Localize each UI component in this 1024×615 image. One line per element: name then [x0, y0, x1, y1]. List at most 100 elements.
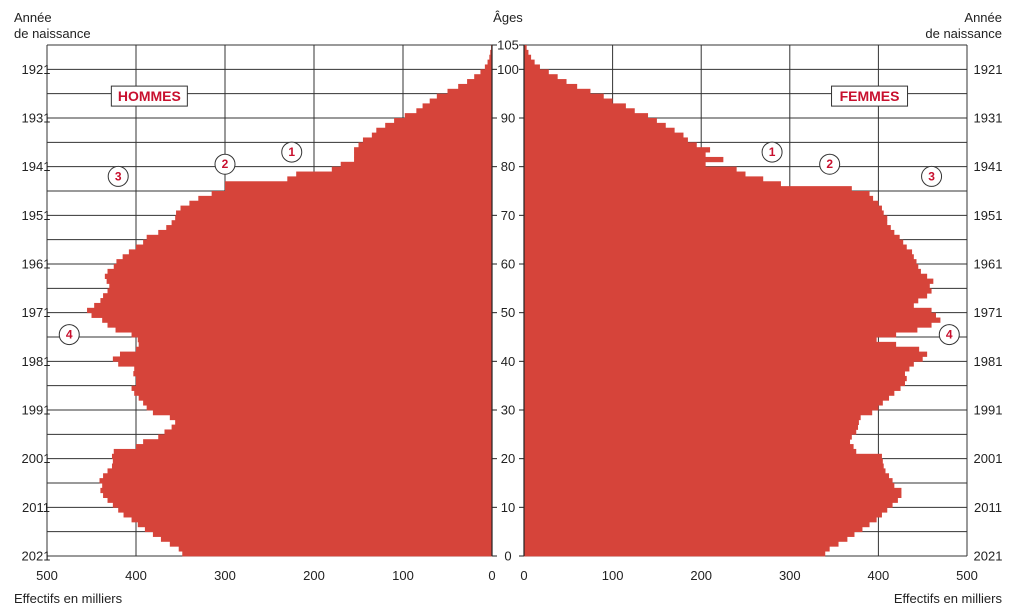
- bar-men-age-79: [331, 166, 492, 172]
- bar-men-age-34: [131, 385, 493, 391]
- bar-women-age-72: [524, 200, 879, 206]
- bar-men-age-70: [176, 210, 493, 216]
- annotation-label: 4: [66, 328, 73, 342]
- bar-women-age-41: [524, 351, 928, 357]
- bar-women-age-15: [524, 478, 893, 484]
- bar-men-age-80: [340, 161, 492, 168]
- annotation-label: 1: [769, 145, 776, 159]
- bar-men-age-37: [133, 371, 492, 377]
- bar-women-age-35: [524, 380, 905, 387]
- header-left-line1: Année: [14, 10, 52, 25]
- bar-men-age-71: [180, 205, 492, 211]
- bar-women-age-22: [524, 444, 854, 450]
- bar-women-age-34: [524, 385, 901, 391]
- bar-men-age-66: [158, 229, 492, 236]
- bar-women-age-42: [524, 346, 920, 352]
- bar-men-age-59: [113, 264, 492, 270]
- bar-men-age-86: [371, 132, 492, 138]
- age-tick-label: 105: [497, 38, 519, 53]
- bar-women-age-38: [524, 366, 910, 372]
- birth-year-label-left: 1981: [22, 354, 51, 369]
- bar-women-age-92: [524, 103, 626, 109]
- birth-year-label-right: 1981: [974, 354, 1003, 369]
- bar-men-age-103: [490, 49, 492, 56]
- x-tick-label-left: 400: [125, 568, 147, 583]
- bar-men-age-8: [123, 512, 492, 518]
- men-label-box: [110, 85, 188, 107]
- bar-men-age-1: [178, 546, 492, 552]
- bar-women-age-83: [524, 147, 711, 153]
- age-tick-label: 10: [501, 500, 515, 515]
- annotation-circle: [761, 141, 783, 163]
- header-right-line1: Année: [964, 10, 1002, 25]
- bar-women-age-1: [524, 546, 830, 552]
- bar-men-age-39: [118, 361, 492, 367]
- bar-women-age-101: [524, 59, 535, 65]
- bar-men-age-27: [175, 419, 492, 425]
- bar-women-age-57: [524, 273, 928, 279]
- bar-women-age-79: [524, 166, 737, 172]
- x-tick-label-right: 300: [779, 568, 801, 583]
- bar-men-age-67: [166, 225, 492, 231]
- birth-year-label-right: 1951: [974, 208, 1003, 223]
- bar-men-age-2: [169, 541, 492, 547]
- bar-women-age-30: [524, 405, 879, 411]
- bar-women-age-64: [524, 239, 904, 245]
- bar-women-age-25: [524, 429, 857, 435]
- bar-men-age-23: [143, 439, 492, 445]
- bar-men-age-15: [99, 478, 492, 484]
- bar-women-age-5: [524, 526, 863, 533]
- birth-year-label-left: 1931: [22, 111, 51, 126]
- bar-women-age-13: [524, 487, 902, 494]
- age-tick-label: 50: [501, 305, 515, 320]
- bar-women-age-66: [524, 229, 895, 236]
- bar-women-age-50: [524, 307, 932, 314]
- bar-men-age-98: [474, 74, 492, 80]
- bar-men-age-92: [422, 103, 492, 109]
- bar-men-age-72: [189, 200, 492, 206]
- bar-men-age-52: [100, 298, 493, 304]
- annotation-label: 4: [946, 328, 953, 342]
- bar-men-age-64: [143, 239, 492, 245]
- annotation-circle: [214, 153, 236, 175]
- footer-left-label: Effectifs en milliers: [14, 591, 123, 606]
- birth-year-label-right: 1991: [974, 403, 1003, 418]
- annotation-circle: [938, 324, 960, 346]
- annotation-circle: [107, 165, 129, 187]
- bar-men-age-43: [138, 341, 493, 348]
- bar-women-age-18: [524, 463, 884, 469]
- birth-year-label-left: 2001: [22, 451, 51, 466]
- x-tick-label-left: 200: [303, 568, 325, 583]
- bar-women-age-75: [524, 186, 852, 192]
- bar-men-age-21: [113, 448, 492, 455]
- bar-men-age-76: [225, 181, 492, 187]
- bar-women-age-51: [524, 302, 914, 309]
- birth-year-label-right: 1931: [974, 111, 1003, 126]
- x-tick-label-right: 500: [956, 568, 978, 583]
- bar-women-age-31: [524, 400, 883, 406]
- bar-men-age-17: [107, 468, 493, 474]
- annotation-label: 2: [222, 157, 229, 171]
- bar-men-age-100: [484, 64, 492, 70]
- bar-men-age-65: [146, 234, 492, 241]
- bar-women-age-98: [524, 74, 558, 80]
- birth-year-label-right: 1941: [974, 159, 1003, 174]
- bar-men-age-85: [362, 137, 492, 143]
- bar-men-age-95: [447, 88, 492, 95]
- bar-women-age-21: [524, 448, 857, 455]
- bar-men-age-53: [103, 293, 492, 299]
- bar-men-age-32: [138, 395, 493, 401]
- bar-women-age-95: [524, 88, 591, 95]
- bar-men-age-19: [112, 458, 493, 464]
- bar-men-age-16: [103, 473, 492, 479]
- bar-women-age-70: [524, 210, 884, 216]
- bar-women-age-61: [524, 254, 914, 260]
- bar-men-age-50: [87, 307, 493, 314]
- bar-women-age-9: [524, 507, 888, 513]
- bar-women-age-86: [524, 132, 684, 138]
- bar-women-age-39: [524, 361, 914, 367]
- bar-men-age-63: [136, 244, 492, 250]
- bar-men-age-14: [102, 483, 493, 489]
- bar-women-age-28: [524, 414, 861, 421]
- age-tick-label: 90: [501, 111, 515, 126]
